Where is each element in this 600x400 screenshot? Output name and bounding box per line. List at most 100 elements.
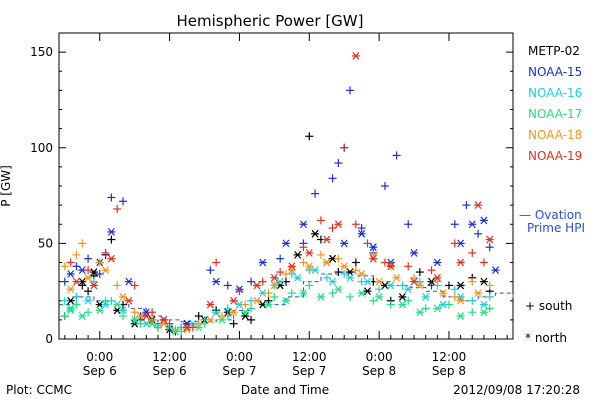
- south-marker: [398, 281, 407, 290]
- north-marker: [89, 281, 98, 290]
- north-marker: [386, 262, 395, 271]
- south-marker: [287, 289, 296, 298]
- south-marker: [369, 250, 378, 259]
- x-tick-time: 12:00: [432, 350, 467, 364]
- north-marker: [124, 277, 133, 286]
- x-tick-time: 0:00: [226, 350, 253, 364]
- south-marker: [380, 258, 389, 267]
- south-marker: [444, 281, 453, 290]
- north-marker: [386, 281, 395, 290]
- marker-stroke: [369, 243, 377, 252]
- south-marker-legend: + south: [525, 299, 572, 313]
- south-marker: [375, 285, 384, 294]
- south-marker: [427, 266, 436, 275]
- south-marker: [299, 243, 308, 252]
- north-marker: [369, 254, 378, 263]
- north-marker: [392, 273, 401, 282]
- south-marker: [328, 289, 337, 298]
- marker-stroke: [346, 273, 354, 282]
- north-marker: [305, 249, 314, 257]
- south-marker: [84, 308, 93, 317]
- south-marker: [107, 235, 116, 244]
- south-marker: [421, 304, 430, 313]
- south-marker: [206, 266, 215, 275]
- north-marker: [439, 289, 448, 297]
- north-marker: [398, 300, 407, 309]
- marker-stroke: [480, 277, 488, 286]
- north-marker: [316, 293, 325, 301]
- north-marker: [479, 277, 488, 286]
- north-marker: [474, 201, 483, 210]
- marker-stroke: [270, 281, 278, 290]
- marker-stroke: [393, 273, 401, 282]
- footer-source: Plot: CCMC: [6, 383, 72, 397]
- marker-stroke: [160, 315, 168, 324]
- north-marker: [107, 228, 116, 236]
- x-tick-time: 12:00: [292, 350, 327, 364]
- marker-stroke: [206, 300, 214, 309]
- north-marker: [375, 277, 384, 286]
- marker-stroke: [492, 266, 499, 275]
- marker-stroke: [381, 281, 389, 290]
- marker-stroke: [474, 289, 482, 297]
- north-marker: [474, 289, 483, 297]
- south-marker: [241, 300, 250, 309]
- marker-stroke: [142, 319, 150, 328]
- south-marker: [334, 254, 343, 263]
- south-marker: [107, 193, 116, 202]
- north-marker: [95, 306, 104, 315]
- marker-stroke: [311, 266, 319, 275]
- north-marker: [479, 300, 488, 309]
- marker-stroke: [329, 277, 337, 286]
- marker-stroke: [300, 220, 307, 229]
- south-marker: [229, 319, 238, 328]
- marker-stroke: [294, 250, 302, 259]
- marker-stroke: [125, 296, 133, 305]
- x-tick-date: Sep 8: [362, 364, 396, 378]
- north-marker: [479, 216, 488, 225]
- north-marker: [130, 315, 139, 324]
- north-marker: [270, 281, 279, 290]
- marker-stroke: [457, 296, 465, 305]
- north-marker: [299, 220, 308, 229]
- south-marker: [247, 304, 256, 313]
- south-marker: [311, 189, 320, 198]
- south-marker: [415, 268, 424, 277]
- marker-stroke: [457, 258, 465, 267]
- south-marker: [247, 315, 256, 324]
- south-marker: [194, 312, 203, 321]
- south-marker: [119, 197, 128, 206]
- north-marker: [456, 312, 465, 320]
- legend: METP-02 NOAA-15 NOAA-16 NOAA-17 NOAA-18 NOAA-…: [528, 44, 582, 163]
- south-marker: [60, 296, 69, 305]
- marker-stroke: [131, 315, 139, 324]
- marker-stroke: [358, 270, 366, 278]
- marker-stroke: [474, 201, 482, 210]
- marker-stroke: [230, 308, 238, 317]
- south-marker: [328, 224, 337, 233]
- south-marker: [130, 281, 139, 290]
- marker-stroke: [387, 281, 395, 290]
- south-marker: [258, 277, 267, 286]
- marker-stroke: [90, 281, 98, 290]
- south-marker: [316, 216, 325, 225]
- marker-stroke: [300, 289, 307, 297]
- marker-stroke: [96, 300, 104, 309]
- ovation-legend-line1: — Ovation: [519, 208, 582, 222]
- marker-stroke: [73, 277, 80, 286]
- south-marker: [89, 277, 98, 286]
- north-marker: [183, 323, 192, 332]
- south-marker: [78, 281, 87, 290]
- south-marker: [66, 258, 75, 267]
- south-marker: [101, 248, 110, 257]
- y-tick-label: 100: [30, 141, 53, 155]
- south-marker: [450, 220, 459, 229]
- north-marker: [107, 254, 116, 263]
- marker-stroke: [433, 258, 441, 267]
- north-marker: [404, 285, 413, 294]
- marker-stroke: [305, 262, 313, 271]
- south-marker: [60, 262, 69, 271]
- marker-stroke: [67, 304, 75, 313]
- marker-stroke: [67, 270, 75, 278]
- south-marker: [369, 296, 378, 305]
